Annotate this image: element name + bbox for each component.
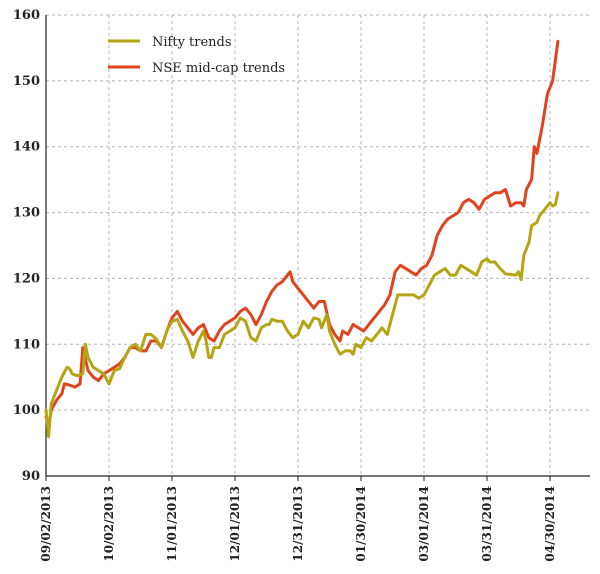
x-tick-label: 03/31/2014 [480, 486, 494, 562]
y-tick-label: 160 [13, 8, 40, 23]
grid [45, 14, 590, 481]
y-tick-label: 130 [13, 206, 40, 221]
legend: Nifty trends NSE mid-cap trends [108, 35, 285, 76]
x-tick-label: 01/30/2014 [354, 486, 368, 562]
y-tick-label: 150 [13, 74, 40, 89]
series [44, 39, 560, 438]
axes [45, 15, 590, 477]
legend-label-nifty: Nifty trends [152, 35, 232, 50]
x-tick-label: 10/02/2013 [102, 486, 116, 562]
series-line-nifty [44, 191, 560, 438]
x-tick-label: 03/01/2014 [417, 486, 431, 562]
x-tick-labels: 09/02/2013 10/02/2013 11/01/2013 12/01/2013… [39, 486, 557, 562]
y-tick-labels: 90 100 110 120 130 140 150 160 [13, 8, 40, 484]
y-tick-label: 120 [13, 271, 40, 286]
x-tick-label: 11/01/2013 [165, 486, 179, 562]
y-tick-label: 110 [13, 337, 40, 352]
x-tick-label: 12/31/2013 [291, 486, 305, 562]
series-line-midcap [44, 39, 560, 429]
x-tick-label: 04/30/2014 [543, 486, 557, 562]
legend-label-midcap: NSE mid-cap trends [152, 61, 285, 76]
y-tick-label: 90 [22, 469, 40, 484]
x-tick-label: 09/02/2013 [39, 486, 53, 562]
x-tick-label: 12/01/2013 [228, 486, 242, 562]
y-tick-label: 100 [13, 403, 40, 418]
y-tick-label: 140 [13, 140, 40, 155]
